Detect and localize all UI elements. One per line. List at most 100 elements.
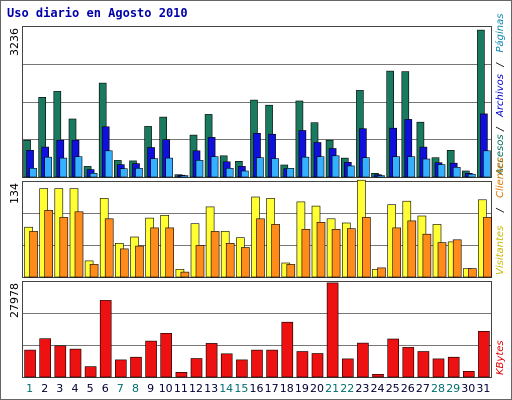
bar-kbytes-s0-day26 xyxy=(402,347,415,378)
bar-visitantes-s1-day23 xyxy=(362,217,371,278)
bar-kbytes-s0-day14 xyxy=(220,353,233,378)
x-tick-label-day1: 1 xyxy=(26,382,33,395)
side-label-accesos-2: Páginas xyxy=(494,14,506,53)
bar-visitantes-s1-day17 xyxy=(271,224,280,278)
bar-kbytes-s0-day13 xyxy=(205,343,218,378)
x-tick-label-day11: 11 xyxy=(174,382,188,395)
bar-kbytes-s0-day12 xyxy=(190,358,203,378)
side-sep-visitantes-1: / xyxy=(495,207,506,213)
bar-kbytes-s0-day27 xyxy=(417,351,430,378)
bar-kbytes-s0-day17 xyxy=(266,349,278,378)
x-tick-label-day10: 10 xyxy=(159,382,173,395)
x-tick-label-day13: 13 xyxy=(204,382,218,395)
bar-visitantes-s1-day29 xyxy=(452,239,462,278)
bar-accesos-s2-day21 xyxy=(331,155,340,178)
bar-accesos-s2-day17 xyxy=(271,158,279,178)
bar-visitantes-s1-day6 xyxy=(104,218,114,278)
bar-accesos-s2-day4 xyxy=(74,156,83,178)
bar-kbytes-s0-day19 xyxy=(296,351,309,378)
bar-visitantes-s1-day15 xyxy=(241,247,250,278)
x-tick-label-day9: 9 xyxy=(147,382,154,395)
bar-visitantes-s1-day4 xyxy=(74,211,84,278)
side-sep-accesos-1: / xyxy=(495,126,506,132)
ytick-visitantes: 134 xyxy=(8,183,21,204)
bar-visitantes-s1-day21 xyxy=(331,229,341,278)
bar-visitantes-s1-day5 xyxy=(89,264,99,278)
side-label-accesos-0: Accesos xyxy=(495,134,506,176)
x-tick-label-day20: 20 xyxy=(310,382,324,395)
bar-kbytes-s0-day30 xyxy=(462,370,475,378)
bar-visitantes-s1-day27 xyxy=(422,233,432,278)
bar-kbytes-s0-day16 xyxy=(251,349,263,378)
bar-accesos-s2-day6 xyxy=(104,150,113,178)
x-tick-label-day31: 31 xyxy=(476,382,490,395)
x-tick-label-day8: 8 xyxy=(132,382,139,395)
bar-kbytes-s0-day20 xyxy=(311,353,324,378)
bar-accesos-s2-day20 xyxy=(316,156,325,178)
bar-visitantes-s1-day10 xyxy=(165,227,174,278)
bar-accesos-s2-day18 xyxy=(286,168,295,178)
bar-accesos-s2-day16 xyxy=(256,157,264,178)
bar-kbytes-s0-day21 xyxy=(326,282,339,378)
bar-accesos-s2-day29 xyxy=(452,167,461,178)
bar-visitantes-s1-day20 xyxy=(316,222,326,278)
bar-visitantes-s1-day8 xyxy=(135,245,144,278)
x-tick-label-day21: 21 xyxy=(325,382,339,395)
bar-visitantes-s1-day31 xyxy=(483,217,492,278)
bar-accesos-s2-day30 xyxy=(467,173,476,178)
bar-kbytes-s0-day25 xyxy=(387,338,400,378)
bar-kbytes-s0-day9 xyxy=(145,340,157,378)
x-tick-label-day27: 27 xyxy=(416,382,430,395)
bar-kbytes-s0-day8 xyxy=(130,356,142,378)
bar-visitantes-s1-day1 xyxy=(29,231,38,278)
bar-accesos-s2-day10 xyxy=(165,157,173,178)
bar-accesos-s2-day9 xyxy=(150,158,158,178)
bar-accesos-s2-day1 xyxy=(29,168,37,178)
bar-accesos-s2-day11 xyxy=(180,175,189,178)
bar-visitantes-s1-day18 xyxy=(286,264,296,278)
bar-kbytes-s0-day5 xyxy=(84,366,97,378)
page-title: Uso diario en Agosto 2010 xyxy=(7,6,188,20)
side-label-kbytes-0: KBytes xyxy=(495,340,506,375)
bar-visitantes-s1-day3 xyxy=(59,217,69,278)
bar-visitantes-s1-day7 xyxy=(120,248,129,278)
bar-visitantes-s1-day25 xyxy=(392,227,402,278)
bar-kbytes-s0-day15 xyxy=(236,359,248,378)
x-tick-label-day18: 18 xyxy=(280,382,294,395)
bar-visitantes-s1-day11 xyxy=(180,271,190,278)
x-tick-label-day19: 19 xyxy=(295,382,309,395)
bar-kbytes-s0-day6 xyxy=(99,300,112,378)
bar-accesos-s2-day23 xyxy=(362,157,370,178)
side-label-accesos-1: Archivos xyxy=(495,74,506,118)
bar-kbytes-s0-day23 xyxy=(357,342,369,378)
bar-kbytes-s0-day28 xyxy=(432,358,445,378)
x-tick-label-day24: 24 xyxy=(371,382,385,395)
bar-accesos-s2-day22 xyxy=(346,165,355,178)
bar-kbytes-s0-day29 xyxy=(447,356,460,378)
bar-accesos-s2-day19 xyxy=(301,156,310,178)
bar-kbytes-s0-day11 xyxy=(175,371,188,378)
x-tick-label-day23: 23 xyxy=(355,382,369,395)
bar-visitantes-s1-day14 xyxy=(225,243,235,278)
bar-visitantes-s1-day16 xyxy=(256,218,265,278)
x-tick-label-day2: 2 xyxy=(41,382,48,395)
side-label-visitantes-0: Visitantes xyxy=(495,226,506,275)
side-sep-accesos-2: / xyxy=(495,62,506,68)
bar-kbytes-s0-day24 xyxy=(372,373,384,378)
bar-kbytes-s0-day3 xyxy=(54,345,67,378)
x-tick-label-day26: 26 xyxy=(401,382,415,395)
bar-visitantes-s1-day13 xyxy=(210,231,220,278)
bar-visitantes-s1-day19 xyxy=(301,229,311,278)
bar-accesos-s2-day14 xyxy=(225,168,234,178)
bar-kbytes-s0-day2 xyxy=(39,338,52,378)
bar-kbytes-s0-day10 xyxy=(160,332,172,378)
ytick-kbytes: 27978 xyxy=(8,283,21,318)
x-tick-label-day3: 3 xyxy=(56,382,63,395)
x-tick-label-day30: 30 xyxy=(461,382,475,395)
bar-accesos-s2-day2 xyxy=(44,156,53,178)
bar-accesos-s2-day27 xyxy=(422,158,431,178)
bar-accesos-s2-day5 xyxy=(89,173,98,178)
x-tick-label-day12: 12 xyxy=(189,382,203,395)
